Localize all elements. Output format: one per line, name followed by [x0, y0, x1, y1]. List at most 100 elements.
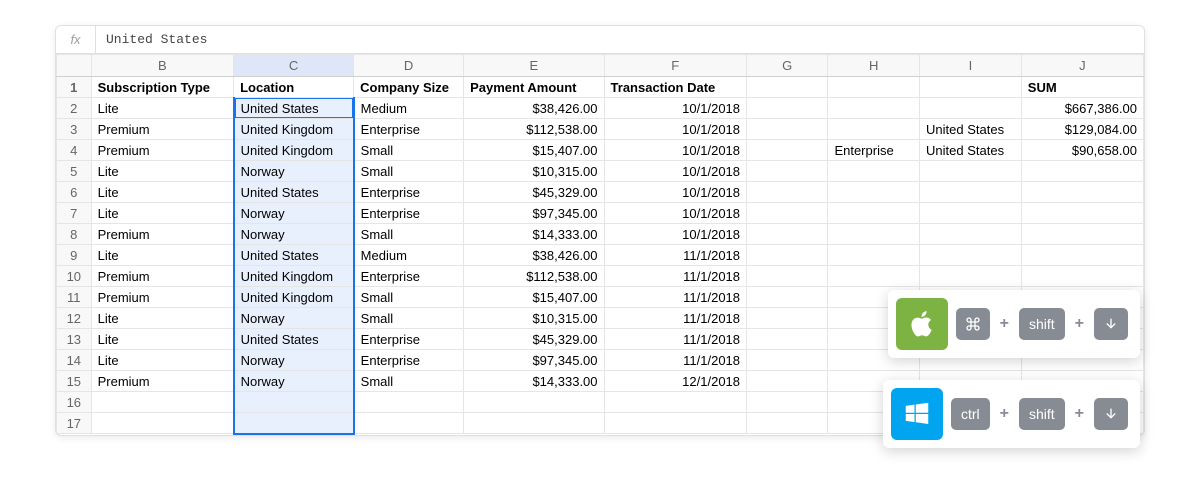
cell[interactable]: [920, 161, 1022, 182]
cell[interactable]: [920, 245, 1022, 266]
cell[interactable]: [747, 308, 828, 329]
cell[interactable]: [828, 77, 920, 98]
cell[interactable]: Norway: [234, 203, 354, 224]
column-header-I[interactable]: I: [920, 55, 1022, 77]
cell[interactable]: [747, 266, 828, 287]
cell[interactable]: [747, 371, 828, 392]
cell[interactable]: [747, 98, 828, 119]
cell[interactable]: 10/1/2018: [604, 119, 746, 140]
column-header-H[interactable]: H: [828, 55, 920, 77]
cell[interactable]: Premium: [91, 140, 233, 161]
row-header-14[interactable]: 14: [57, 350, 92, 371]
cell[interactable]: $667,386.00: [1021, 98, 1143, 119]
cell[interactable]: $10,315.00: [464, 308, 604, 329]
cell[interactable]: Enterprise: [354, 350, 464, 371]
cell[interactable]: United Kingdom: [234, 266, 354, 287]
cell[interactable]: [828, 98, 920, 119]
cell[interactable]: [920, 98, 1022, 119]
cell[interactable]: [1021, 245, 1143, 266]
cell[interactable]: United States: [234, 329, 354, 350]
formula-bar-input[interactable]: United States: [96, 32, 217, 47]
cell[interactable]: United Kingdom: [234, 140, 354, 161]
cell[interactable]: $97,345.00: [464, 350, 604, 371]
cell[interactable]: 12/1/2018: [604, 371, 746, 392]
cell[interactable]: [1021, 203, 1143, 224]
cell[interactable]: $38,426.00: [464, 245, 604, 266]
cell[interactable]: [234, 413, 354, 434]
cell[interactable]: $112,538.00: [464, 119, 604, 140]
select-all-corner[interactable]: [57, 55, 92, 77]
column-header-G[interactable]: G: [747, 55, 828, 77]
cell[interactable]: Enterprise: [354, 266, 464, 287]
cell[interactable]: [747, 329, 828, 350]
cell[interactable]: [920, 203, 1022, 224]
cell[interactable]: Enterprise: [354, 329, 464, 350]
cell[interactable]: Transaction Date: [604, 77, 746, 98]
cell[interactable]: [234, 392, 354, 413]
cell[interactable]: Lite: [91, 98, 233, 119]
cell[interactable]: [747, 182, 828, 203]
column-header-J[interactable]: J: [1021, 55, 1143, 77]
cell[interactable]: Small: [354, 161, 464, 182]
cell[interactable]: 11/1/2018: [604, 308, 746, 329]
cell[interactable]: [747, 119, 828, 140]
cell[interactable]: 11/1/2018: [604, 245, 746, 266]
column-header-E[interactable]: E: [464, 55, 604, 77]
cell[interactable]: Small: [354, 140, 464, 161]
cell[interactable]: [1021, 161, 1143, 182]
row-header-5[interactable]: 5: [57, 161, 92, 182]
cell[interactable]: Lite: [91, 182, 233, 203]
cell[interactable]: [1021, 182, 1143, 203]
cell[interactable]: United Kingdom: [234, 119, 354, 140]
row-header-11[interactable]: 11: [57, 287, 92, 308]
cell[interactable]: 11/1/2018: [604, 287, 746, 308]
cell[interactable]: $38,426.00: [464, 98, 604, 119]
cell[interactable]: Lite: [91, 161, 233, 182]
cell[interactable]: Lite: [91, 245, 233, 266]
cell[interactable]: Lite: [91, 203, 233, 224]
cell[interactable]: Lite: [91, 350, 233, 371]
cell[interactable]: [464, 392, 604, 413]
cell[interactable]: [747, 77, 828, 98]
cell[interactable]: [464, 413, 604, 434]
cell[interactable]: Premium: [91, 371, 233, 392]
column-header-B[interactable]: B: [91, 55, 233, 77]
cell[interactable]: Premium: [91, 287, 233, 308]
cell[interactable]: [828, 161, 920, 182]
row-header-3[interactable]: 3: [57, 119, 92, 140]
row-header-9[interactable]: 9: [57, 245, 92, 266]
cell[interactable]: [91, 392, 233, 413]
cell[interactable]: [747, 413, 828, 434]
row-header-4[interactable]: 4: [57, 140, 92, 161]
cell[interactable]: 10/1/2018: [604, 161, 746, 182]
row-header-17[interactable]: 17: [57, 413, 92, 434]
cell[interactable]: $97,345.00: [464, 203, 604, 224]
cell[interactable]: $15,407.00: [464, 287, 604, 308]
cell[interactable]: Enterprise: [828, 140, 920, 161]
cell[interactable]: [1021, 224, 1143, 245]
cell[interactable]: Medium: [354, 98, 464, 119]
cell[interactable]: Payment Amount: [464, 77, 604, 98]
cell[interactable]: [747, 224, 828, 245]
cell[interactable]: Small: [354, 287, 464, 308]
column-header-D[interactable]: D: [354, 55, 464, 77]
fx-icon[interactable]: fx: [56, 26, 96, 54]
cell[interactable]: 11/1/2018: [604, 329, 746, 350]
cell[interactable]: Location: [234, 77, 354, 98]
cell[interactable]: 11/1/2018: [604, 350, 746, 371]
cell[interactable]: Subscription Type: [91, 77, 233, 98]
cell[interactable]: 10/1/2018: [604, 224, 746, 245]
cell[interactable]: Enterprise: [354, 203, 464, 224]
cell[interactable]: United Kingdom: [234, 287, 354, 308]
cell[interactable]: Norway: [234, 308, 354, 329]
cell[interactable]: Norway: [234, 224, 354, 245]
cell[interactable]: [747, 245, 828, 266]
cell[interactable]: 10/1/2018: [604, 140, 746, 161]
cell[interactable]: [920, 224, 1022, 245]
cell[interactable]: United States: [920, 119, 1022, 140]
cell[interactable]: [604, 413, 746, 434]
cell[interactable]: $10,315.00: [464, 161, 604, 182]
cell[interactable]: [920, 182, 1022, 203]
cell[interactable]: 10/1/2018: [604, 203, 746, 224]
row-header-1[interactable]: 1: [57, 77, 92, 98]
